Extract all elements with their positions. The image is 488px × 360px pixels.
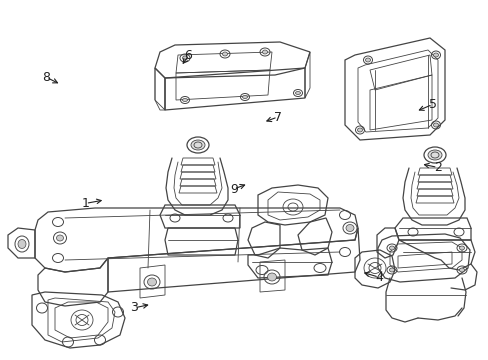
Ellipse shape bbox=[459, 246, 464, 250]
Text: 8: 8 bbox=[42, 71, 50, 84]
Text: 6: 6 bbox=[184, 49, 192, 62]
Text: 5: 5 bbox=[428, 98, 436, 111]
Ellipse shape bbox=[346, 225, 353, 231]
Text: 4: 4 bbox=[374, 271, 382, 284]
Ellipse shape bbox=[295, 91, 300, 95]
Ellipse shape bbox=[182, 56, 187, 60]
Ellipse shape bbox=[389, 246, 394, 250]
Ellipse shape bbox=[389, 268, 394, 272]
Ellipse shape bbox=[267, 273, 276, 281]
Ellipse shape bbox=[191, 140, 204, 150]
Ellipse shape bbox=[262, 50, 267, 54]
Ellipse shape bbox=[357, 128, 362, 132]
Ellipse shape bbox=[182, 99, 187, 102]
Ellipse shape bbox=[222, 52, 227, 56]
Ellipse shape bbox=[57, 235, 63, 241]
Text: 3: 3 bbox=[130, 301, 138, 314]
Text: 7: 7 bbox=[273, 111, 281, 123]
Text: 9: 9 bbox=[229, 183, 237, 195]
Ellipse shape bbox=[242, 95, 247, 99]
Ellipse shape bbox=[433, 123, 438, 127]
Text: 2: 2 bbox=[433, 161, 441, 174]
Ellipse shape bbox=[433, 53, 438, 57]
Ellipse shape bbox=[427, 150, 441, 160]
Ellipse shape bbox=[147, 278, 156, 286]
Ellipse shape bbox=[365, 58, 370, 62]
Ellipse shape bbox=[18, 239, 26, 248]
Ellipse shape bbox=[459, 268, 464, 272]
Text: 1: 1 bbox=[81, 197, 89, 210]
